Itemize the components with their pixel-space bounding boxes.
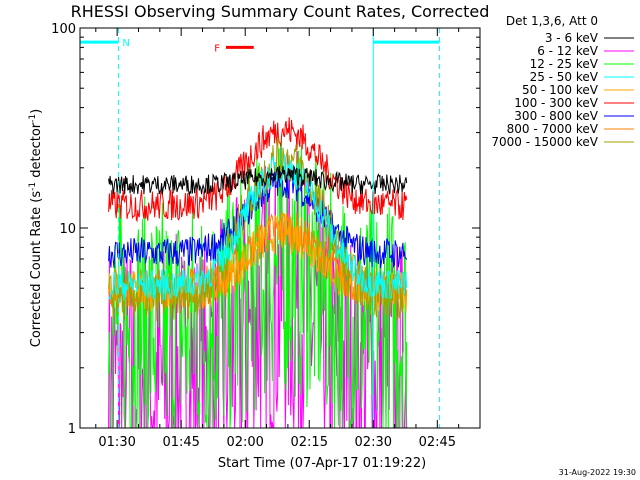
y-axis: 1 10 100 [51,22,480,437]
x-tick-label: 01:30 [98,435,135,450]
y-tick-label: 100 [51,22,76,37]
y-tick-label: 10 [59,222,76,237]
x-tick-label: 02:30 [355,435,392,450]
x-axis-label: Start Time (07-Apr-17 01:19:22) [218,456,426,471]
legend-label: 100 - 300 keV [514,96,598,110]
x-tick-label: 02:15 [291,435,328,450]
x-axis: 01:30 01:45 02:00 02:15 02:30 02:45 [95,28,481,450]
x-tick-label: 02:45 [419,435,456,450]
x-tick-label: 01:45 [162,435,199,450]
y-axis-label: Corrected Count Rate (s-1 detector-1) [28,109,44,347]
legend-title: Det 1,3,6, Att 0 [506,14,598,28]
series-line [108,117,408,223]
annotation-label: F [214,43,220,54]
footer-date: 31-Aug-2022 19:30 [559,468,636,477]
series-line [108,154,408,301]
legend-label: 800 - 7000 keV [507,122,599,136]
y-tick-label: 1 [68,422,76,437]
legend-label: 12 - 25 keV [530,57,599,71]
legend-label: 300 - 800 keV [514,109,598,123]
series-line [108,138,408,429]
legend-label: 6 - 12 keV [537,44,599,58]
legend-label: 50 - 100 keV [522,83,599,97]
series-layer [108,117,408,429]
legend-label: 7000 - 15000 keV [491,135,598,149]
series-line [108,168,408,269]
legend-label: 3 - 6 keV [545,31,599,45]
annotation-label: N [122,38,129,49]
x-tick-label: 02:00 [226,435,263,450]
series-line [108,164,408,197]
chart-title: RHESSI Observing Summary Count Rates, Co… [71,2,490,21]
legend-label: 25 - 50 keV [530,70,599,84]
plot-area: N F 1 10 100 01:30 01:45 02:00 02:15 02:30 02:45 [51,22,481,450]
